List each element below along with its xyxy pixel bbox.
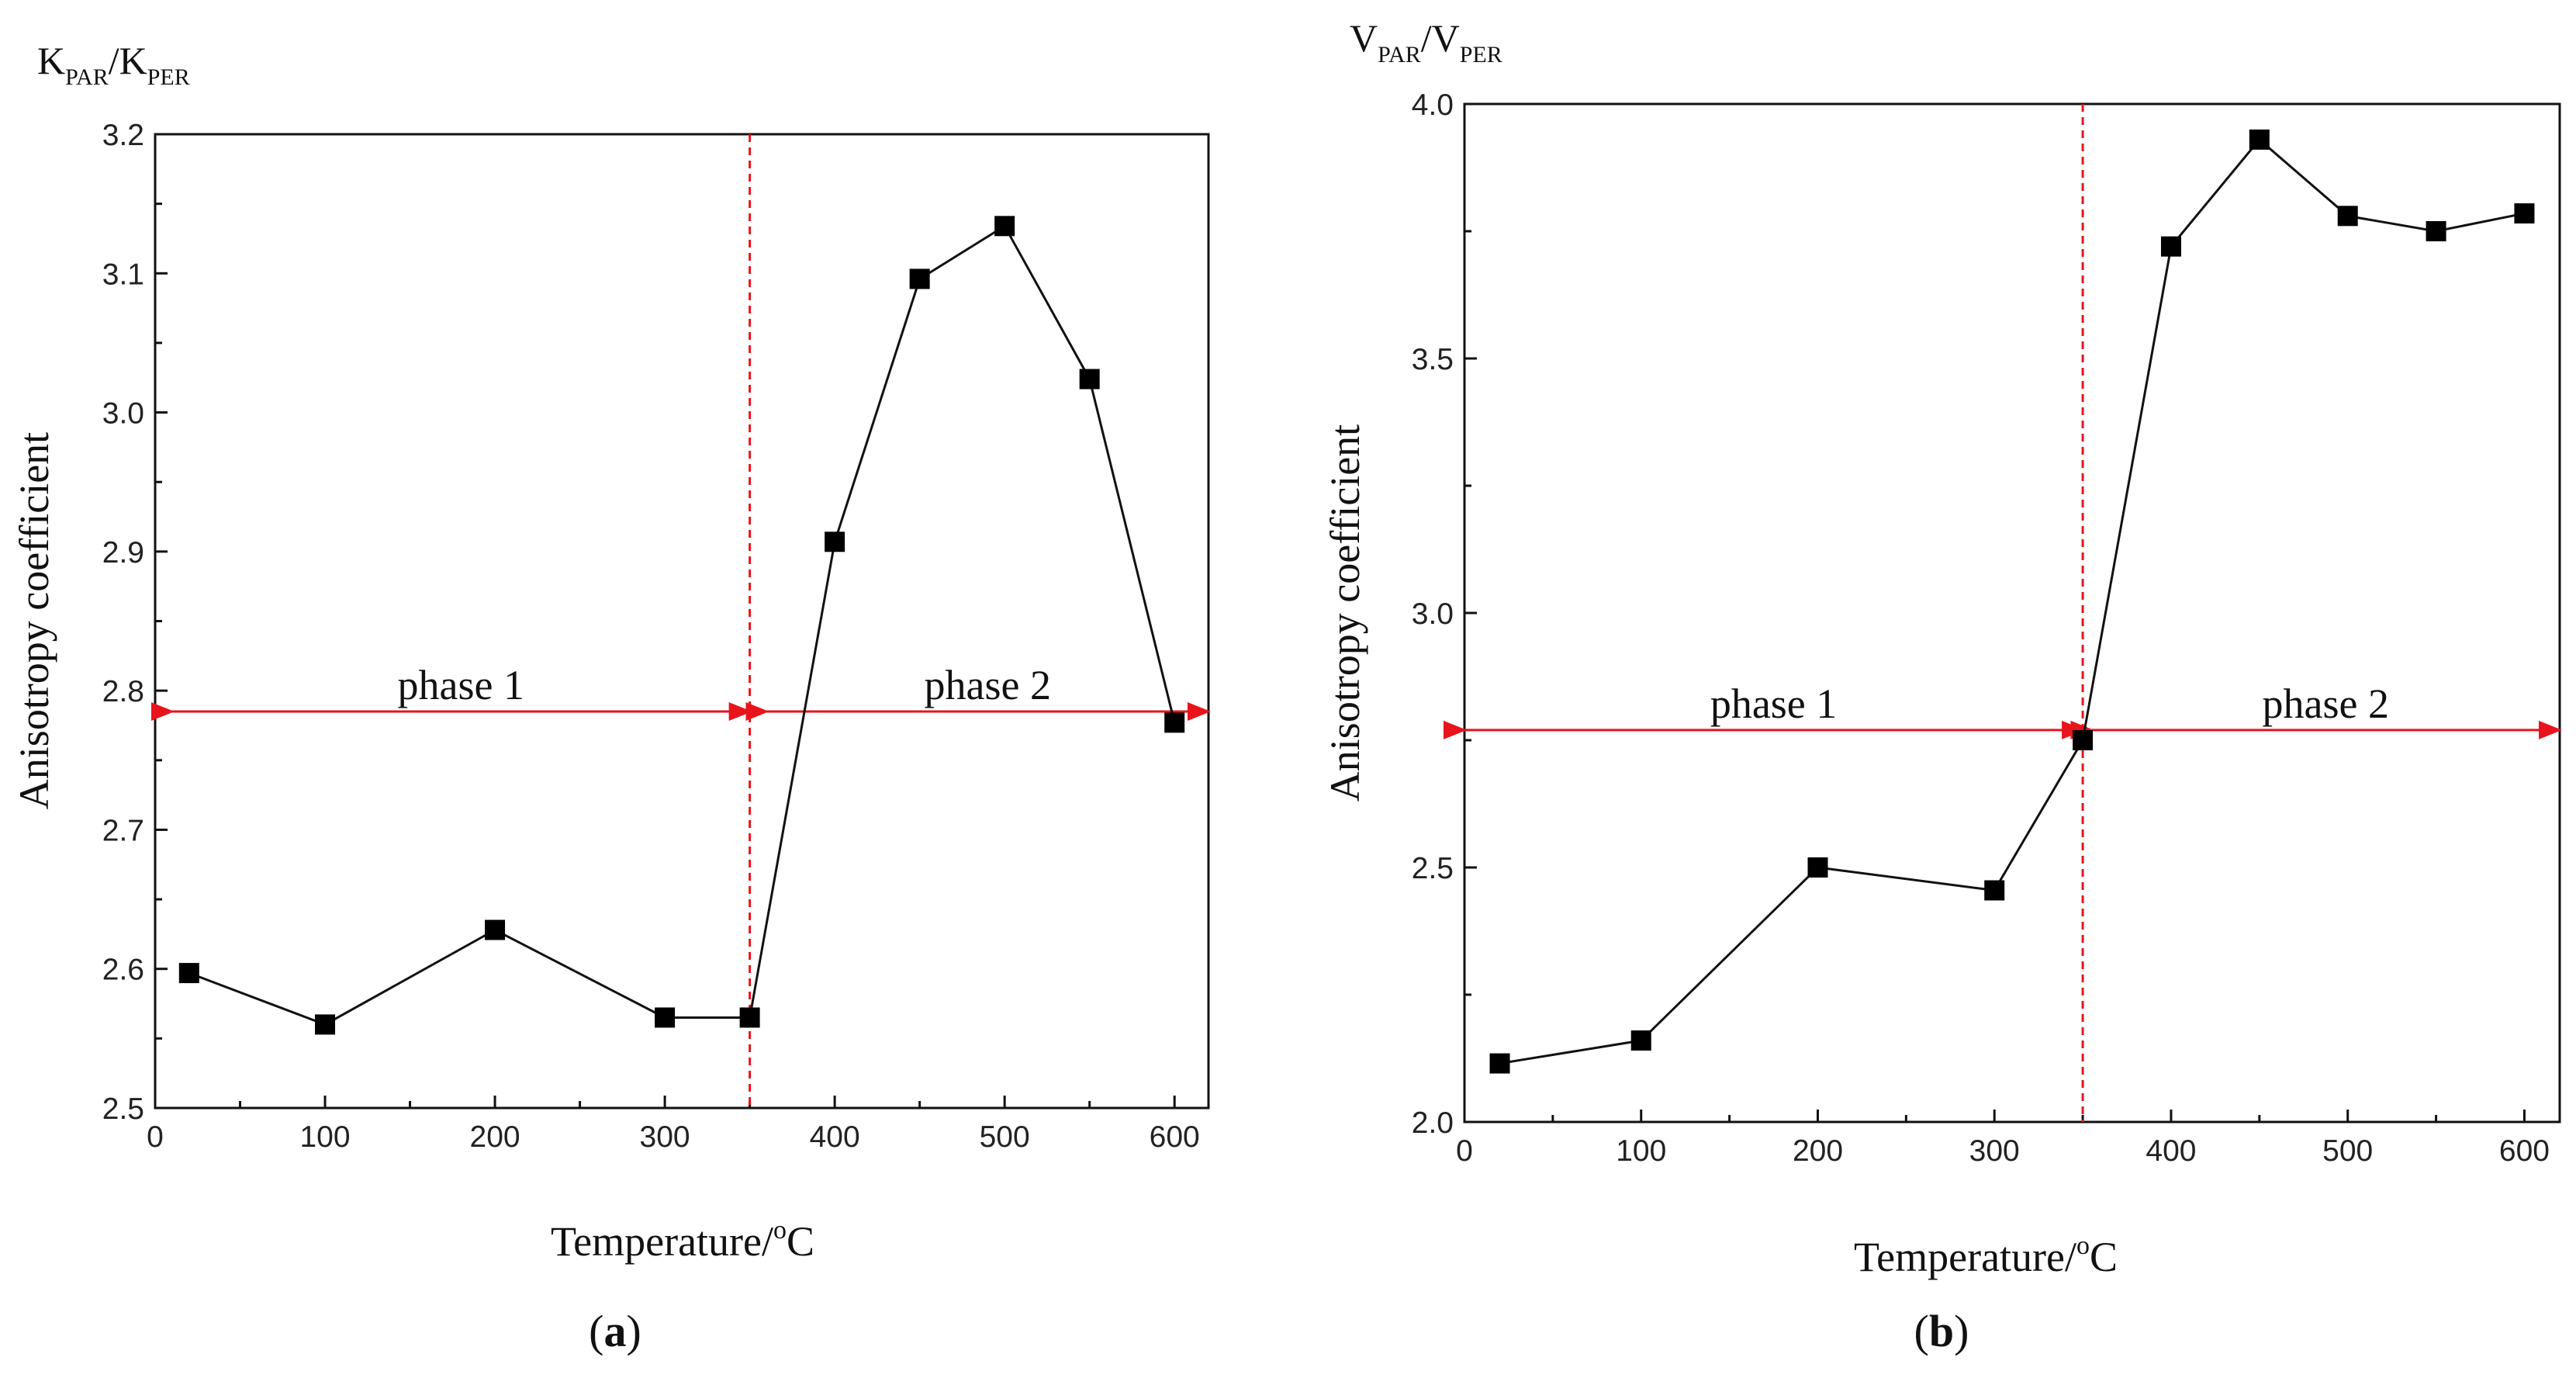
series-line-b bbox=[1499, 137, 2525, 1065]
data-point-a bbox=[825, 531, 845, 552]
panel-label-a: (a) bbox=[589, 1306, 641, 1356]
data-point-a bbox=[1079, 369, 1100, 390]
x-tick-label-b: 0 bbox=[1456, 1134, 1473, 1168]
data-point-b bbox=[2249, 129, 2270, 150]
data-point-a bbox=[1164, 712, 1185, 733]
ratio-label-a: KPAR/KPER bbox=[37, 39, 190, 90]
y-tick-label-a: 2.9 bbox=[102, 536, 144, 570]
y-tick-label-a: 2.8 bbox=[102, 675, 144, 708]
x-tick-label-b: 100 bbox=[1616, 1134, 1666, 1168]
phase-label-2-b: phase 2 bbox=[2263, 680, 2389, 727]
y-tick-label-a: 2.7 bbox=[102, 814, 144, 847]
x-tick-label-a: 500 bbox=[980, 1120, 1030, 1154]
data-point-a bbox=[655, 1007, 676, 1028]
x-axis-title-a: Temperature/oC bbox=[551, 1216, 814, 1265]
x-tick-label-b: 200 bbox=[1793, 1134, 1843, 1168]
ratio-label-b: VPAR/VPER bbox=[1350, 16, 1502, 68]
data-point-a bbox=[315, 1014, 336, 1035]
chart-panel-b: VPAR/VPER 0 100 200 300 400 500 600 2.0 2.5 3.0 3.… bbox=[1322, 16, 2562, 1356]
x-tick-label-b: 600 bbox=[2499, 1134, 2550, 1168]
phase-label-2-a: phase 2 bbox=[925, 662, 1051, 708]
y-tick-label-b: 4.0 bbox=[1412, 88, 1454, 122]
data-point-a bbox=[994, 216, 1015, 237]
data-point-b bbox=[2160, 236, 2181, 257]
plot-frame-a bbox=[154, 133, 1210, 1110]
data-point-b bbox=[1630, 1030, 1651, 1051]
x-tick-label-a: 0 bbox=[147, 1120, 164, 1154]
data-point-b bbox=[2426, 221, 2446, 241]
y-axis-title-a: Anisotropy coefficient bbox=[11, 432, 57, 809]
chart-panel-a: KPAR/KPER 0 100 200 300 400 500 600 2.5 2.6 2.7 2.… bbox=[11, 39, 1211, 1356]
data-point-b bbox=[2514, 203, 2535, 224]
data-point-a bbox=[485, 919, 506, 940]
x-tick-label-b: 500 bbox=[2322, 1134, 2373, 1168]
y-tick-label-a: 2.6 bbox=[102, 954, 144, 987]
plot-frame-b bbox=[1463, 102, 2561, 1124]
y-axis-title-b: Anisotropy coefficient bbox=[1322, 424, 1368, 802]
data-point-b bbox=[2337, 206, 2358, 227]
x-axis-title-b: Temperature/oC bbox=[1854, 1231, 2118, 1280]
data-point-a bbox=[909, 268, 930, 289]
x-tick-label-b: 400 bbox=[2146, 1134, 2196, 1168]
y-tick-label-b: 2.0 bbox=[1412, 1106, 1454, 1140]
data-point-b bbox=[1984, 880, 2005, 901]
y-tick-label-b: 3.5 bbox=[1412, 343, 1454, 376]
x-tick-label-a: 400 bbox=[810, 1120, 860, 1154]
data-point-a bbox=[178, 963, 199, 984]
data-point-b bbox=[1807, 857, 1828, 878]
y-tick-label-a: 3.2 bbox=[102, 119, 144, 152]
x-tick-label-b: 300 bbox=[1969, 1134, 2020, 1168]
phase-label-1-b: phase 1 bbox=[1710, 680, 1837, 727]
x-tick-label-a: 300 bbox=[640, 1120, 690, 1154]
y-tick-label-b: 2.5 bbox=[1412, 852, 1454, 885]
x-tick-label-a: 200 bbox=[470, 1120, 520, 1154]
y-tick-label-a: 2.5 bbox=[102, 1092, 144, 1126]
data-point-b bbox=[2073, 730, 2094, 750]
phase-label-1-a: phase 1 bbox=[398, 662, 524, 708]
y-tick-label-b: 3.0 bbox=[1412, 597, 1454, 631]
panel-label-b: (b) bbox=[1914, 1306, 1969, 1356]
y-tick-label-a: 3.0 bbox=[102, 397, 144, 431]
data-point-b bbox=[1489, 1053, 1510, 1074]
series-line-a bbox=[188, 224, 1176, 1027]
data-point-a bbox=[739, 1007, 760, 1028]
x-tick-label-a: 100 bbox=[299, 1120, 350, 1154]
y-tick-label-a: 3.1 bbox=[102, 258, 144, 291]
x-tick-label-a: 600 bbox=[1150, 1120, 1200, 1154]
